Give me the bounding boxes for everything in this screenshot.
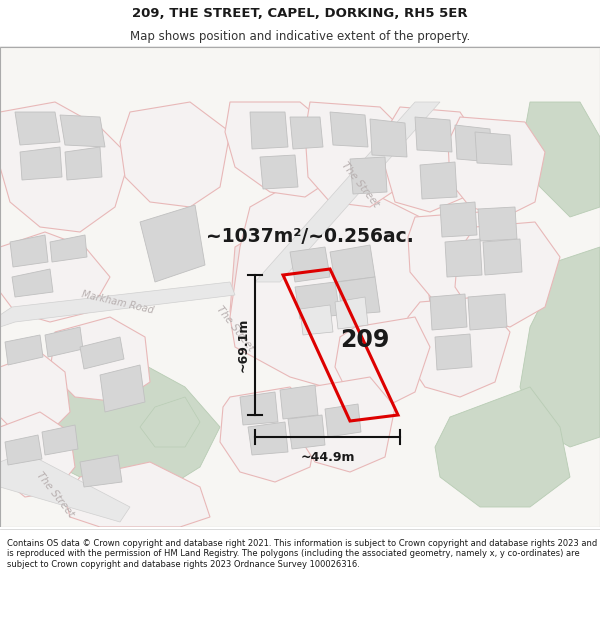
Text: Map shows position and indicative extent of the property.: Map shows position and indicative extent… — [130, 30, 470, 43]
Polygon shape — [45, 327, 83, 357]
Polygon shape — [10, 235, 48, 267]
Polygon shape — [0, 452, 130, 522]
Polygon shape — [290, 247, 330, 282]
Polygon shape — [40, 357, 220, 492]
Polygon shape — [230, 167, 435, 397]
Polygon shape — [15, 112, 60, 145]
Polygon shape — [250, 112, 288, 149]
Polygon shape — [100, 365, 145, 412]
Text: The Street: The Street — [339, 161, 381, 209]
Polygon shape — [305, 102, 405, 207]
Polygon shape — [420, 162, 457, 199]
Text: ~69.1m: ~69.1m — [236, 318, 250, 372]
Polygon shape — [50, 317, 150, 402]
Polygon shape — [20, 147, 62, 180]
Polygon shape — [350, 157, 387, 194]
Text: Markham Road: Markham Road — [81, 289, 155, 315]
Polygon shape — [325, 404, 361, 437]
Polygon shape — [0, 47, 600, 527]
Polygon shape — [220, 387, 320, 482]
Polygon shape — [255, 102, 440, 282]
Polygon shape — [300, 305, 333, 335]
Polygon shape — [225, 102, 335, 197]
Text: ~44.9m: ~44.9m — [300, 451, 355, 464]
Polygon shape — [385, 107, 480, 212]
Polygon shape — [338, 277, 380, 315]
Polygon shape — [455, 222, 560, 327]
Polygon shape — [435, 387, 570, 507]
Polygon shape — [440, 202, 477, 237]
Polygon shape — [430, 294, 467, 330]
Polygon shape — [290, 117, 323, 149]
Polygon shape — [140, 205, 205, 282]
Polygon shape — [520, 247, 600, 447]
Polygon shape — [415, 117, 452, 152]
Polygon shape — [240, 392, 278, 425]
Polygon shape — [5, 335, 43, 365]
Text: The Street: The Street — [214, 304, 256, 354]
Polygon shape — [42, 425, 78, 455]
Polygon shape — [140, 397, 200, 447]
Polygon shape — [80, 337, 124, 369]
Polygon shape — [248, 422, 288, 455]
Polygon shape — [60, 115, 105, 147]
Polygon shape — [330, 112, 368, 147]
Polygon shape — [435, 334, 472, 370]
Polygon shape — [288, 415, 325, 449]
Polygon shape — [335, 297, 368, 329]
Polygon shape — [445, 239, 482, 277]
Text: 209: 209 — [341, 328, 390, 352]
Polygon shape — [408, 212, 520, 312]
Polygon shape — [468, 294, 507, 330]
Polygon shape — [80, 455, 122, 487]
Polygon shape — [260, 155, 298, 189]
Text: The Street: The Street — [34, 471, 76, 519]
Polygon shape — [0, 352, 70, 437]
Polygon shape — [448, 117, 545, 217]
Polygon shape — [295, 282, 340, 319]
Text: 209, THE STREET, CAPEL, DORKING, RH5 5ER: 209, THE STREET, CAPEL, DORKING, RH5 5ER — [132, 7, 468, 19]
Text: ~1037m²/~0.256ac.: ~1037m²/~0.256ac. — [206, 228, 414, 246]
Polygon shape — [50, 235, 87, 262]
Polygon shape — [230, 202, 400, 342]
Polygon shape — [296, 377, 395, 472]
Polygon shape — [405, 297, 510, 397]
Polygon shape — [12, 269, 53, 297]
Polygon shape — [475, 132, 512, 165]
Polygon shape — [483, 239, 522, 275]
Polygon shape — [0, 232, 110, 322]
Polygon shape — [65, 147, 102, 180]
Polygon shape — [120, 102, 230, 207]
Polygon shape — [280, 385, 318, 419]
Polygon shape — [0, 412, 75, 497]
Polygon shape — [370, 119, 407, 157]
Polygon shape — [0, 282, 235, 327]
Polygon shape — [5, 435, 42, 465]
Polygon shape — [335, 317, 430, 407]
Polygon shape — [478, 207, 517, 241]
Polygon shape — [65, 462, 210, 527]
Polygon shape — [0, 102, 130, 232]
Text: Contains OS data © Crown copyright and database right 2021. This information is : Contains OS data © Crown copyright and d… — [7, 539, 598, 569]
Polygon shape — [520, 102, 600, 217]
Polygon shape — [455, 125, 492, 162]
Polygon shape — [330, 245, 375, 282]
